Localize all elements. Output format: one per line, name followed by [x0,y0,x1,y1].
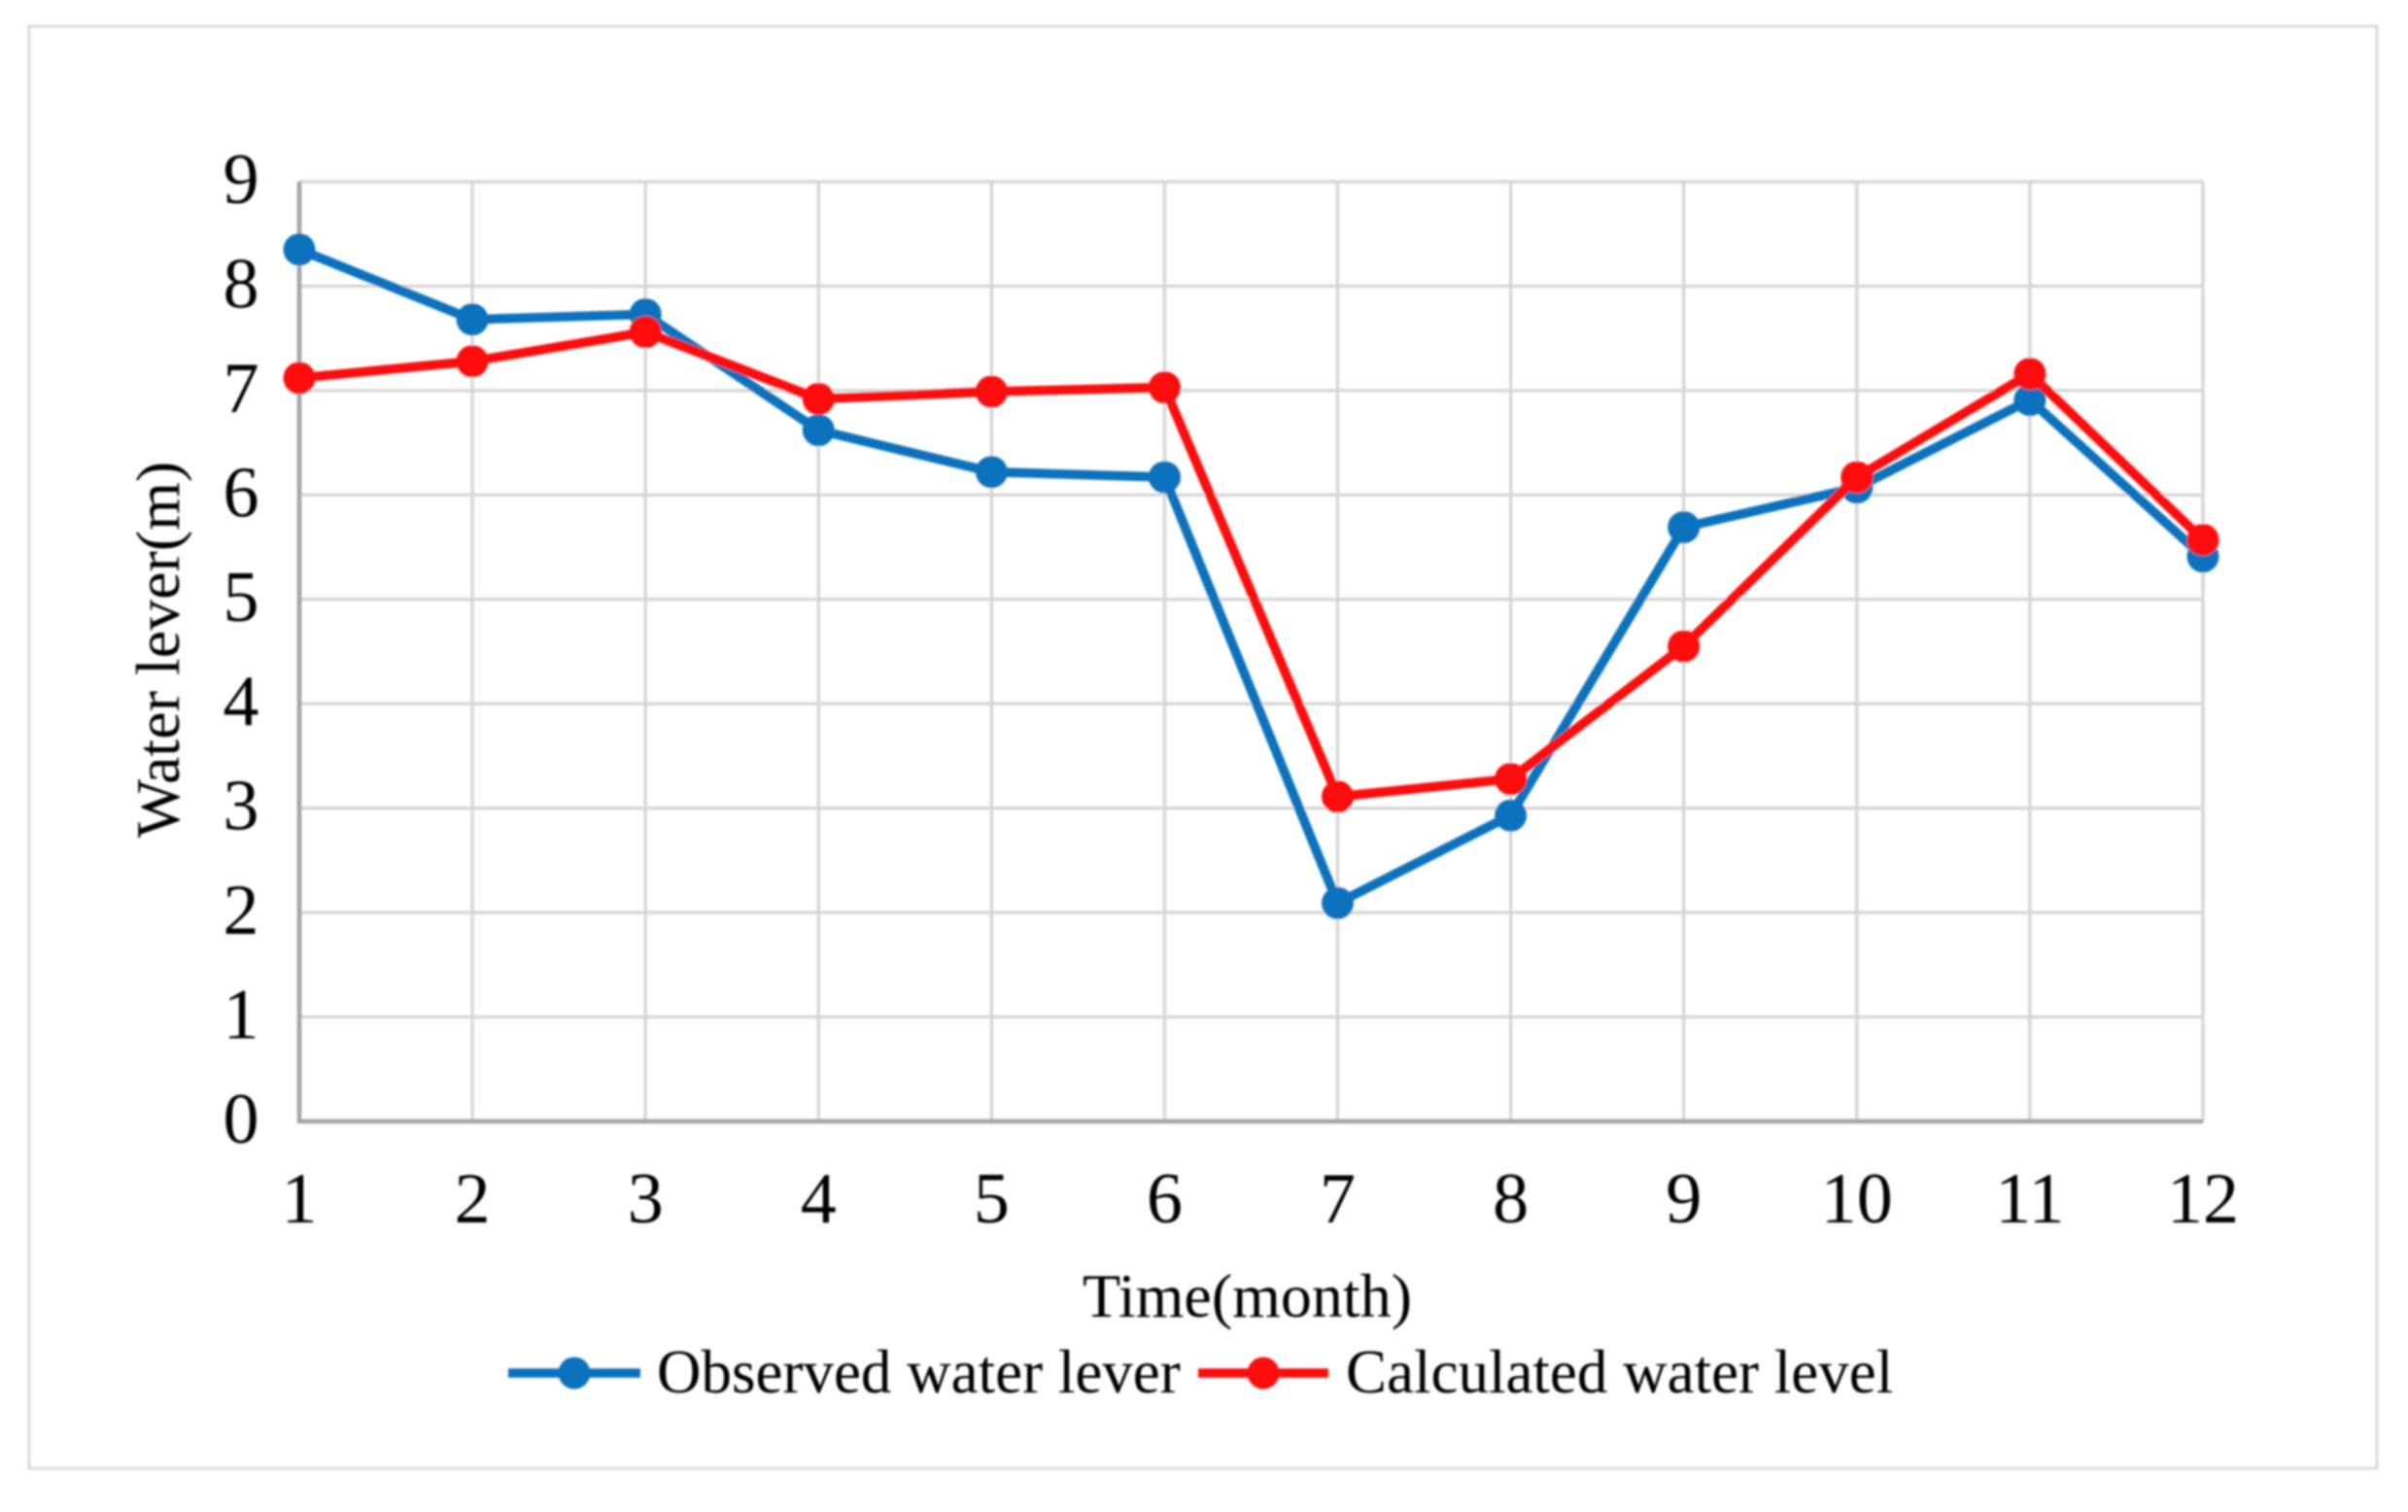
svg-text:Time(month): Time(month) [1083,1261,1412,1330]
svg-text:5: 5 [224,558,259,637]
svg-text:Observed water lever: Observed water lever [657,1338,1181,1406]
svg-text:Calculated water level: Calculated water level [1346,1338,1893,1406]
svg-text:8: 8 [224,244,259,324]
svg-text:8: 8 [1493,1159,1529,1239]
svg-text:10: 10 [1821,1159,1893,1239]
svg-text:1: 1 [224,976,259,1055]
svg-text:4: 4 [801,1159,837,1239]
svg-text:4: 4 [224,662,259,741]
svg-text:1: 1 [282,1159,318,1239]
svg-text:0: 0 [224,1080,259,1159]
svg-text:3: 3 [224,767,259,846]
svg-text:2: 2 [224,871,259,950]
svg-text:9: 9 [224,140,259,220]
svg-text:Water lever(m): Water lever(m) [123,462,192,839]
svg-text:11: 11 [1995,1159,2064,1239]
svg-text:2: 2 [455,1159,491,1239]
svg-text:7: 7 [224,349,259,429]
svg-text:7: 7 [1320,1159,1356,1239]
svg-text:6: 6 [224,453,259,533]
svg-text:6: 6 [1147,1159,1183,1239]
svg-text:5: 5 [974,1159,1010,1239]
svg-text:12: 12 [2167,1159,2239,1239]
svg-text:9: 9 [1666,1159,1702,1239]
svg-text:3: 3 [628,1159,664,1239]
